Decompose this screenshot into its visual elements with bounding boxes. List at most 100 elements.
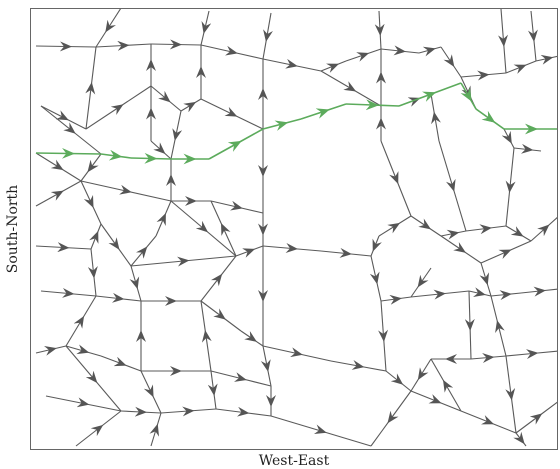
network-edge (260, 345, 272, 387)
network-edge (262, 243, 322, 253)
network-edge (155, 200, 172, 237)
y-axis-label: South-North (5, 184, 21, 274)
network-edge (130, 255, 237, 267)
route-segment (475, 108, 505, 130)
network-edge (150, 85, 182, 112)
network-edge (120, 406, 162, 417)
network-edge (87, 248, 98, 297)
network-edge (80, 153, 102, 182)
network-edge (464, 290, 475, 360)
network-edge (65, 345, 122, 412)
route-segment (130, 152, 172, 164)
network-edge (40, 105, 102, 155)
network-edge (75, 410, 122, 447)
network-edge (410, 289, 470, 300)
network-edge (380, 294, 412, 305)
network-edge (498, 9, 509, 74)
network-edge (262, 345, 332, 362)
network-edge (380, 140, 412, 217)
network-edge (45, 395, 122, 412)
network-edge (140, 370, 162, 414)
network-edge (430, 93, 441, 142)
network-edge (35, 152, 82, 182)
network-edge (35, 41, 97, 52)
network-edge (207, 370, 218, 410)
network-edge (520, 286, 557, 297)
network-edge (170, 200, 237, 257)
network-edge (89, 223, 102, 250)
network-edge (40, 287, 97, 298)
network-edge (210, 200, 264, 214)
network-edge (490, 295, 507, 357)
network-edge (40, 105, 87, 130)
network-edge (330, 360, 387, 372)
network-edge (470, 353, 507, 363)
network-edge (200, 255, 237, 302)
route-segment (300, 103, 347, 120)
network-edge (215, 406, 272, 417)
network-edge (200, 98, 264, 130)
plot-area (30, 8, 558, 450)
road-network (35, 9, 557, 447)
network-edge (35, 242, 92, 253)
route-segment (460, 82, 477, 110)
network-edge (530, 217, 557, 242)
network-edge (80, 180, 172, 202)
network-edge (418, 46, 442, 57)
network-edge (200, 10, 212, 46)
network-edge (270, 415, 372, 447)
network-edge (460, 410, 517, 434)
network-edge (65, 344, 102, 357)
network-edge (320, 247, 372, 258)
highlighted-route (35, 82, 557, 165)
network-edge (505, 60, 537, 74)
route-segment (345, 99, 400, 111)
network-edge (95, 40, 152, 51)
network-edge (370, 235, 382, 257)
network-edge (210, 370, 272, 387)
route-segment (35, 147, 102, 159)
network-edge (100, 355, 142, 372)
network-edge (479, 262, 492, 297)
network-edge (465, 224, 507, 235)
network-edge (95, 9, 122, 48)
network-edge (320, 60, 347, 73)
network-edge (150, 39, 202, 50)
network-edge (170, 110, 183, 160)
network-edge (235, 245, 264, 258)
network-edge (95, 292, 142, 303)
network-edge (130, 235, 157, 267)
network-edge (440, 46, 462, 78)
network-edge (200, 300, 242, 332)
network-edge (505, 147, 516, 227)
route-segment (398, 82, 462, 107)
network-edge (430, 358, 462, 412)
network-edge (440, 229, 467, 240)
route-segment (100, 149, 132, 161)
x-axis-label: West-East (258, 453, 330, 469)
network-edge (370, 390, 412, 447)
network-edge (262, 12, 273, 60)
network-edge (527, 10, 538, 62)
network-edge (378, 215, 412, 237)
network-edge (410, 267, 432, 298)
network-edge (505, 225, 532, 242)
network-edge (65, 295, 97, 347)
network-edge (369, 255, 382, 302)
network-edge (380, 45, 420, 56)
network-edge (320, 70, 382, 107)
network-edge (535, 54, 557, 65)
network-edge (35, 345, 67, 356)
network-edge (480, 240, 532, 264)
route-segment (262, 118, 302, 131)
network-edge (374, 10, 385, 50)
network-edge (262, 58, 322, 72)
network-edge (513, 431, 527, 447)
network-edge (180, 98, 202, 113)
network-edge (85, 46, 97, 130)
network-edge (410, 215, 442, 237)
network-edge (160, 406, 217, 417)
network-edge (513, 143, 542, 154)
network-edge (80, 180, 102, 225)
network-edge (410, 358, 432, 392)
